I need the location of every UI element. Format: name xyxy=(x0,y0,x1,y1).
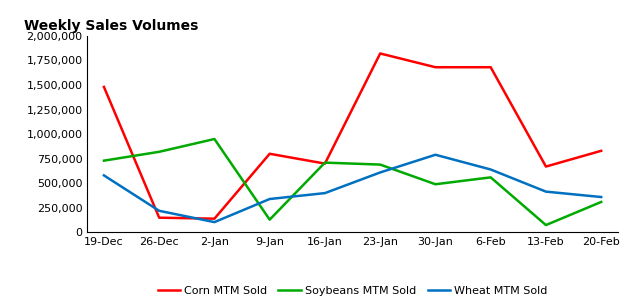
Soybeans MTM Sold xyxy=(432,182,439,186)
Soybeans MTM Sold xyxy=(266,218,273,221)
Line: Corn MTM Sold: Corn MTM Sold xyxy=(104,53,601,219)
Wheat MTM Sold xyxy=(376,171,384,174)
Wheat MTM Sold xyxy=(542,190,550,193)
Corn MTM Sold xyxy=(100,85,108,89)
Soybeans MTM Sold xyxy=(155,150,163,153)
Soybeans MTM Sold xyxy=(376,163,384,166)
Soybeans MTM Sold xyxy=(211,137,218,141)
Soybeans MTM Sold xyxy=(597,200,605,204)
Line: Wheat MTM Sold: Wheat MTM Sold xyxy=(104,155,601,222)
Wheat MTM Sold xyxy=(266,197,273,201)
Soybeans MTM Sold xyxy=(542,223,550,227)
Wheat MTM Sold xyxy=(100,174,108,177)
Text: Weekly Sales Volumes: Weekly Sales Volumes xyxy=(24,19,198,33)
Soybeans MTM Sold xyxy=(487,176,494,179)
Legend: Corn MTM Sold, Soybeans MTM Sold, Wheat MTM Sold: Corn MTM Sold, Soybeans MTM Sold, Wheat … xyxy=(153,281,552,298)
Corn MTM Sold xyxy=(432,66,439,69)
Wheat MTM Sold xyxy=(321,191,329,195)
Corn MTM Sold xyxy=(542,165,550,168)
Wheat MTM Sold xyxy=(211,220,218,224)
Corn MTM Sold xyxy=(211,217,218,221)
Wheat MTM Sold xyxy=(597,195,605,199)
Corn MTM Sold xyxy=(266,152,273,156)
Soybeans MTM Sold xyxy=(321,161,329,164)
Corn MTM Sold xyxy=(487,66,494,69)
Line: Soybeans MTM Sold: Soybeans MTM Sold xyxy=(104,139,601,225)
Wheat MTM Sold xyxy=(487,168,494,171)
Soybeans MTM Sold xyxy=(100,159,108,162)
Corn MTM Sold xyxy=(155,216,163,219)
Corn MTM Sold xyxy=(376,52,384,55)
Corn MTM Sold xyxy=(597,149,605,153)
Corn MTM Sold xyxy=(321,162,329,165)
Wheat MTM Sold xyxy=(155,209,163,212)
Wheat MTM Sold xyxy=(432,153,439,156)
